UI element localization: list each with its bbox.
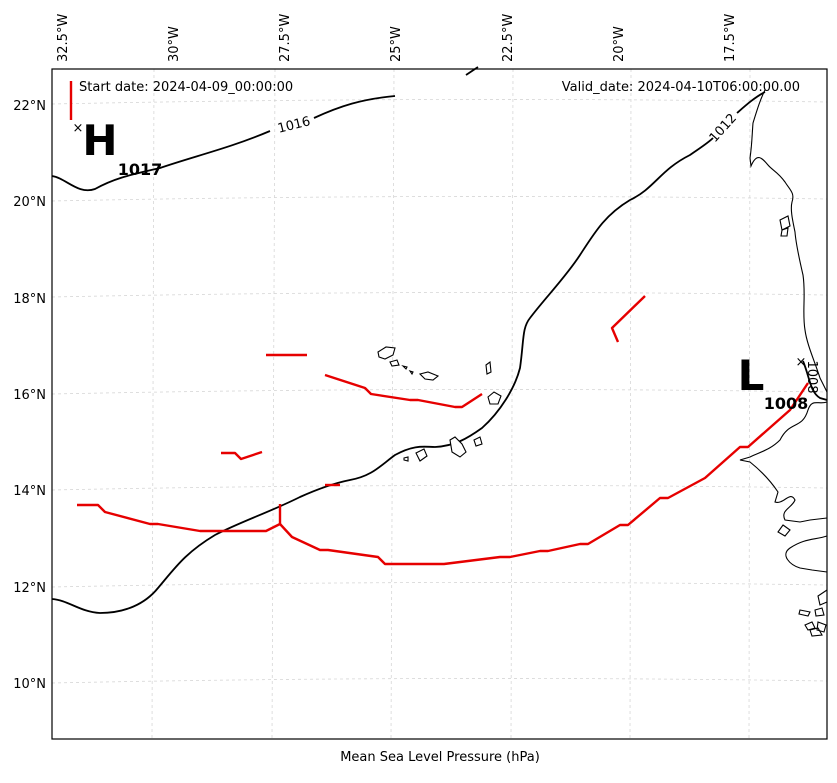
front-main xyxy=(77,382,809,566)
high-cross-icon: × xyxy=(73,121,84,136)
lat-label: 22°N xyxy=(13,99,46,114)
isobars xyxy=(51,66,828,614)
low-center: × L 1008 xyxy=(738,351,809,413)
front-east xyxy=(610,295,646,343)
high-symbol: H xyxy=(82,116,117,165)
cape-verde-islands xyxy=(377,346,502,462)
low-cross-icon: × xyxy=(796,355,807,370)
graticule xyxy=(51,68,828,740)
valid-date-label: Valid_date: 2024-04-10T06:00:00.00 xyxy=(562,80,800,95)
lat-label: 14°N xyxy=(13,484,46,499)
isobar-label-1016: 1016 xyxy=(276,114,312,137)
map-frame xyxy=(51,68,828,740)
coastline xyxy=(739,89,828,637)
front-mid-2 xyxy=(324,373,483,409)
lat-label: 20°N xyxy=(13,195,46,210)
lon-label: 17.5°W xyxy=(723,14,738,62)
lat-label: 12°N xyxy=(13,581,46,596)
lon-label: 20°W xyxy=(612,26,627,62)
start-date-label: Start date: 2024-04-09_00:00:00 xyxy=(79,80,293,95)
lon-label: 32.5°W xyxy=(56,14,71,62)
latitude-labels: 22°N 20°N 18°N 16°N 14°N 12°N 10°N xyxy=(13,99,46,692)
lon-label: 25°W xyxy=(389,26,404,62)
footer-label: Mean Sea Level Pressure (hPa) xyxy=(340,750,540,765)
lat-label: 16°N xyxy=(13,388,46,403)
front-small-1 xyxy=(221,450,263,461)
isobar-1012 xyxy=(51,91,766,614)
low-value: 1008 xyxy=(764,394,809,413)
isobar-label-1012: 1012 xyxy=(707,111,740,146)
lon-label: 22.5°W xyxy=(501,14,516,62)
lat-label: 10°N xyxy=(13,677,46,692)
high-value: 1017 xyxy=(118,160,163,179)
isobar-1016-top xyxy=(465,66,479,76)
lon-label: 27.5°W xyxy=(278,14,293,62)
lon-label: 30°W xyxy=(167,26,182,62)
low-symbol: L xyxy=(738,351,765,400)
high-center: × H 1017 xyxy=(73,116,163,179)
front-lines xyxy=(69,81,809,566)
lat-label: 18°N xyxy=(13,292,46,307)
longitude-labels: 32.5°W 30°W 27.5°W 25°W 22.5°W 20°W 17.5… xyxy=(56,14,738,62)
isobar-1008-tip xyxy=(802,360,828,401)
isobar-1016 xyxy=(51,95,396,192)
